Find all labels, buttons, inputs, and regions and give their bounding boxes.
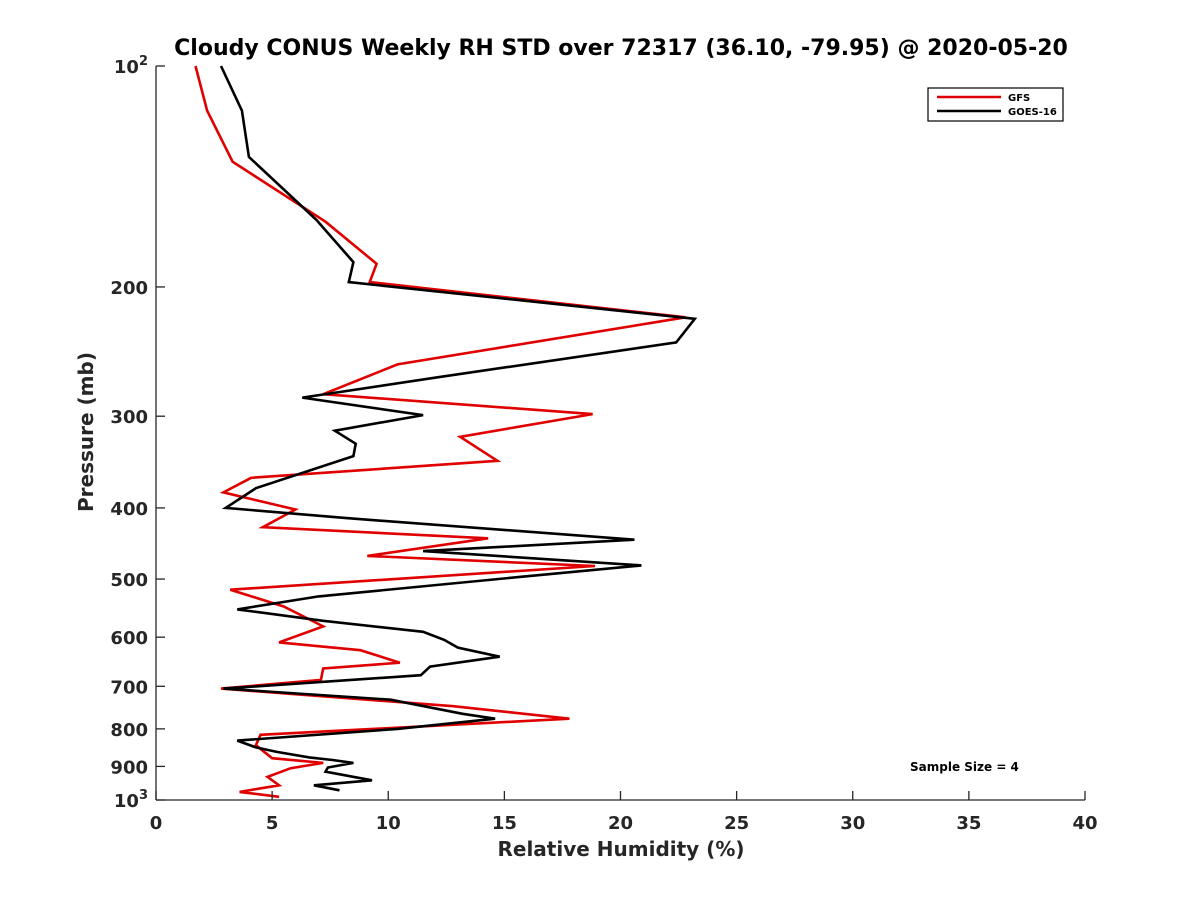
plot-area: [194, 65, 698, 799]
series-line-gfs: [194, 65, 686, 799]
x-tick-label: 20: [608, 813, 633, 834]
x-tick-label: 40: [1072, 813, 1097, 834]
y-tick-label: 900: [110, 757, 148, 778]
y-axis-label: Pressure (mb): [74, 352, 98, 512]
y-axis: 102 200 300 400 500 600 700 800 900 103: [110, 54, 165, 812]
y-tick-label: 600: [110, 628, 148, 649]
legend: GFS GOES-16: [927, 87, 1064, 122]
x-tick-label: 15: [492, 813, 517, 834]
y-tick-label: 200: [110, 278, 148, 299]
y-tick-label: 300: [110, 407, 148, 428]
y-tick-label: 102: [114, 54, 148, 78]
x-tick-label: 30: [840, 813, 865, 834]
x-tick-label: 10: [376, 813, 401, 834]
x-tick-label: 25: [724, 813, 749, 834]
legend-box: [927, 87, 1064, 122]
x-tick-label: 35: [956, 813, 981, 834]
legend-label-gfs: GFS: [1008, 93, 1030, 104]
series-line-goes16: [219, 65, 698, 792]
chart-title: Cloudy CONUS Weekly RH STD over 72317 (3…: [174, 36, 1068, 61]
y-tick-label: 700: [110, 677, 148, 698]
y-tick-label: 103: [114, 788, 148, 812]
y-tick-label: 800: [110, 720, 148, 741]
x-tick-label: 5: [266, 813, 279, 834]
legend-label-goes16: GOES-16: [1008, 107, 1057, 118]
y-tick-label: 400: [110, 499, 148, 520]
x-tick-label: 0: [150, 813, 163, 834]
y-tick-label: 500: [110, 570, 148, 591]
x-axis-label: Relative Humidity (%): [497, 837, 744, 861]
x-axis: 0 5 10 15 20 25 30 35 40: [150, 791, 1098, 834]
sample-size-annotation: Sample Size = 4: [910, 760, 1019, 774]
